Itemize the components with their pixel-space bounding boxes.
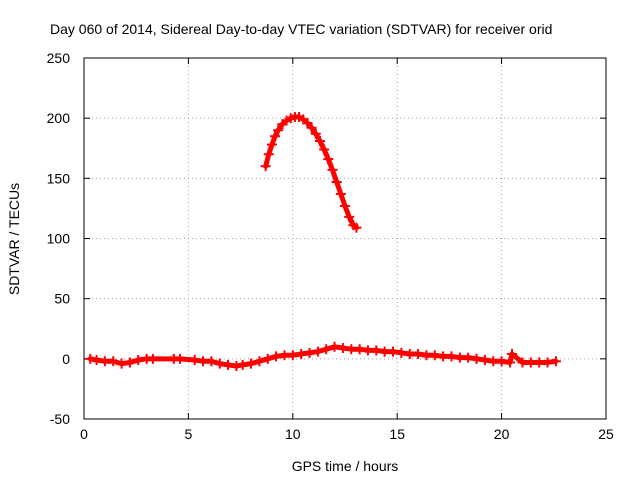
data-point <box>254 356 265 367</box>
y-tick-label: 0 <box>62 351 70 367</box>
data-point <box>266 139 277 150</box>
data-point <box>454 352 465 363</box>
x-tick-label: 5 <box>185 426 193 442</box>
data-point <box>504 357 515 368</box>
data-point <box>273 125 284 136</box>
y-tick-label: 100 <box>47 231 71 247</box>
data-point <box>354 344 365 355</box>
y-tick-label: 250 <box>47 50 71 66</box>
data-point <box>260 161 271 172</box>
data-point <box>379 346 390 357</box>
data-point <box>362 345 373 356</box>
data-point <box>231 361 242 372</box>
axis-ticks: 0 5 10 15 20 25 -50 0 50 100 150 200 250 <box>47 50 614 442</box>
chart-title: Day 060 of 2014, Sidereal Day-to-day VTE… <box>50 21 552 37</box>
y-tick-label: -50 <box>50 411 70 427</box>
data-point <box>438 351 449 362</box>
data-point <box>133 355 144 366</box>
data-point <box>388 346 399 357</box>
data-point <box>304 347 315 358</box>
data-point <box>404 349 415 360</box>
data-point <box>517 357 528 368</box>
data-point <box>340 201 350 212</box>
data-point <box>310 128 321 139</box>
y-tick-label: 50 <box>54 291 70 307</box>
data-point <box>147 353 158 364</box>
y-axis-label: SDTVAR / TECUs <box>6 183 22 295</box>
data-point <box>323 154 334 165</box>
data-point <box>371 345 382 356</box>
data-point <box>463 352 474 363</box>
data-point <box>91 355 102 366</box>
data-point <box>116 358 127 369</box>
data-point <box>351 222 362 233</box>
data-point <box>413 349 424 360</box>
y-tick-label: 150 <box>47 170 71 186</box>
data-point <box>331 176 342 187</box>
data-point <box>206 356 217 367</box>
data-point <box>108 356 119 367</box>
data-point <box>223 359 234 370</box>
data-point <box>542 357 553 368</box>
data-point <box>214 358 225 369</box>
x-tick-label: 0 <box>80 426 88 442</box>
data-point <box>246 358 257 369</box>
data-point <box>306 122 317 133</box>
data-point <box>85 353 96 364</box>
y-tick-label: 200 <box>47 110 71 126</box>
data-point <box>337 343 348 354</box>
data-point <box>488 356 499 367</box>
data-point <box>175 353 186 364</box>
data-point <box>344 211 355 222</box>
x-axis-label: GPS time / hours <box>292 458 399 474</box>
x-tick-label: 20 <box>494 426 510 442</box>
data-point <box>329 341 340 352</box>
data-point <box>279 350 290 361</box>
data-point <box>327 164 338 175</box>
data-point <box>550 356 561 367</box>
data-point <box>346 344 357 355</box>
data-point <box>198 356 209 367</box>
data-point <box>189 355 200 366</box>
x-tick-label: 25 <box>598 426 614 442</box>
data-point <box>124 357 135 368</box>
data-point <box>525 357 536 368</box>
plot-frame <box>83 57 607 420</box>
data-point <box>296 349 307 360</box>
data-point <box>237 359 248 370</box>
data-point <box>507 349 518 360</box>
data-point <box>446 351 457 362</box>
data-point <box>396 347 407 358</box>
data-point <box>270 131 281 142</box>
data-point <box>429 350 440 361</box>
data-point <box>319 144 330 155</box>
data-layer <box>85 111 561 372</box>
data-point <box>534 357 545 368</box>
data-point <box>262 353 273 364</box>
x-tick-label: 10 <box>285 426 301 442</box>
data-point <box>312 346 323 357</box>
data-point <box>335 188 346 199</box>
data-point <box>287 350 298 361</box>
data-point <box>314 136 325 147</box>
data-point <box>421 350 432 361</box>
data-point <box>99 356 110 367</box>
data-point <box>271 351 282 362</box>
data-point <box>321 344 332 355</box>
x-tick-label: 15 <box>389 426 405 442</box>
data-point <box>479 355 490 366</box>
data-point <box>263 149 274 160</box>
data-point <box>471 353 482 364</box>
data-point <box>496 356 507 367</box>
